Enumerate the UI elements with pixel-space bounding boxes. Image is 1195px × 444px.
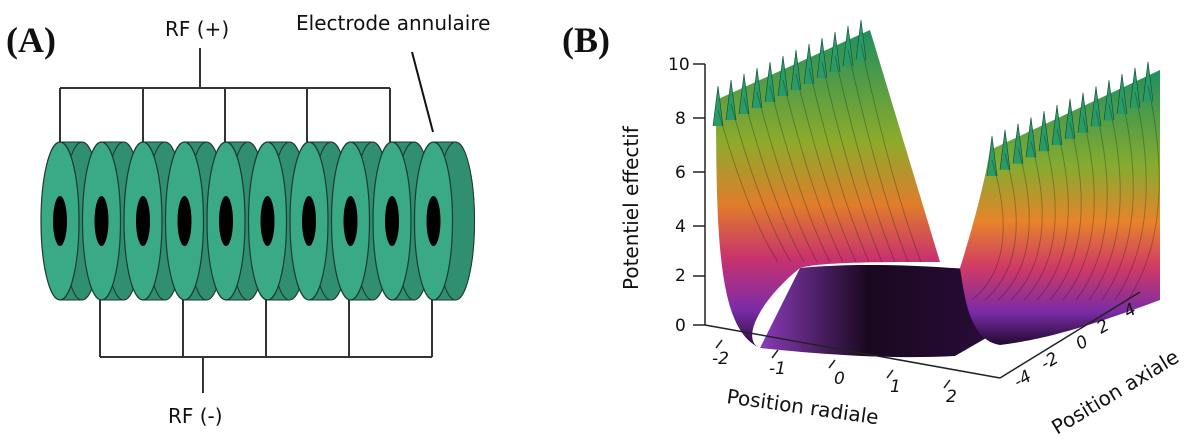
surface-spike — [803, 43, 815, 85]
surface-gridline — [1127, 85, 1160, 301]
surface-gridline — [1010, 141, 1043, 301]
rf-plus-label: RF (+) — [165, 17, 229, 41]
surface-gridline — [847, 49, 909, 263]
surface-spike — [1129, 67, 1141, 108]
y-axis-line — [999, 291, 1141, 379]
surface-spike — [1051, 104, 1063, 146]
z-axis-label: Potentiel effectif — [619, 125, 643, 290]
surface-gridline — [1114, 91, 1147, 301]
surface-gridline — [743, 97, 805, 263]
surface-gridline — [984, 153, 1017, 301]
x-tick: -1 — [769, 359, 786, 379]
surface-left-wall — [716, 30, 940, 348]
surface-spike — [842, 25, 854, 67]
x-axis-label: Position radiale — [725, 384, 880, 429]
surface-spike — [1077, 92, 1089, 133]
surface-spike — [829, 31, 841, 73]
surface-spike — [999, 129, 1011, 170]
surface-gridline — [808, 67, 870, 263]
electrode-pointer-line — [411, 51, 434, 133]
surface-spike — [1025, 117, 1037, 158]
surface-spike — [790, 49, 802, 91]
z-tick: 10 — [668, 55, 690, 75]
surface-gridline — [730, 103, 792, 263]
rf-minus-wiring — [99, 300, 433, 393]
surface-spike — [751, 67, 763, 109]
surface-spike — [1090, 86, 1102, 127]
surface-gridline — [782, 79, 844, 263]
panel-a: (A) RF (+) Electrode annulaire RF (-) — [6, 11, 490, 428]
surface-gridline — [1049, 122, 1082, 301]
electrode-label: Electrode annulaire — [296, 11, 490, 35]
surface-gridline — [1023, 135, 1056, 301]
surface-gridline — [860, 43, 922, 263]
panel-b: (B) 10 8 6 4 2 0 Potentiel effectif — [562, 19, 1183, 439]
z-axis-line — [693, 63, 706, 326]
surface-spike — [1142, 61, 1154, 102]
y-tick: 2 — [1094, 316, 1113, 339]
x-axis-line — [704, 324, 1001, 389]
y-tick: -4 — [1011, 367, 1036, 393]
surface-spike — [1038, 111, 1050, 152]
panel-b-label: (B) — [562, 20, 610, 60]
x-axis-ticks: -2 -1 0 1 2 — [712, 349, 957, 407]
surface-gridline — [756, 91, 818, 263]
surface-spike — [764, 61, 776, 103]
surface-right-wall — [960, 70, 1160, 345]
surface-spike — [986, 135, 998, 177]
x-tick: 1 — [890, 377, 901, 397]
surface-gridline — [1088, 104, 1121, 301]
panel-a-label: (A) — [6, 20, 56, 60]
z-tick: 0 — [675, 316, 686, 336]
surface-spike — [777, 55, 789, 97]
z-tick: 6 — [675, 163, 686, 183]
surface-ripples — [712, 19, 1160, 301]
potential-surface — [712, 19, 1160, 358]
surface-gridline — [769, 85, 831, 263]
ring-electrodes — [40, 141, 475, 301]
surface-gridline — [821, 61, 883, 263]
surface-floor — [760, 264, 1000, 358]
surface-gridline — [1036, 128, 1069, 301]
surface-gridline — [997, 147, 1030, 301]
x-tick: 0 — [834, 369, 845, 389]
surface-spike — [1012, 123, 1024, 164]
surface-spike — [1103, 80, 1115, 121]
surface-gridline — [834, 55, 896, 263]
surface-gridline — [1062, 116, 1095, 301]
surface-spike — [1064, 98, 1076, 139]
z-tick: 8 — [675, 109, 686, 129]
y-tick: 0 — [1073, 332, 1092, 355]
surface-spike — [855, 19, 867, 61]
z-axis-ticks: 10 8 6 4 2 0 — [668, 55, 690, 336]
surface-spike — [738, 73, 750, 115]
z-tick: 2 — [675, 266, 686, 286]
surface-gridline — [971, 159, 1004, 301]
rf-minus-label: RF (-) — [168, 404, 223, 428]
surface-gridline — [1101, 97, 1134, 301]
z-tick: 4 — [675, 217, 686, 237]
surface-spike — [816, 37, 828, 79]
surface-gridline — [795, 73, 857, 263]
x-tick: 2 — [946, 387, 957, 407]
surface-spike — [712, 85, 724, 127]
surface-gridline — [717, 109, 779, 263]
surface-spike — [1116, 73, 1128, 115]
ring-electrode — [413, 141, 475, 301]
x-tick: -2 — [712, 349, 729, 369]
surface-gridline — [1075, 110, 1108, 301]
y-axis-label: Position axiale — [1047, 345, 1183, 439]
surface-spike — [725, 79, 737, 121]
rf-plus-wiring — [59, 48, 391, 142]
